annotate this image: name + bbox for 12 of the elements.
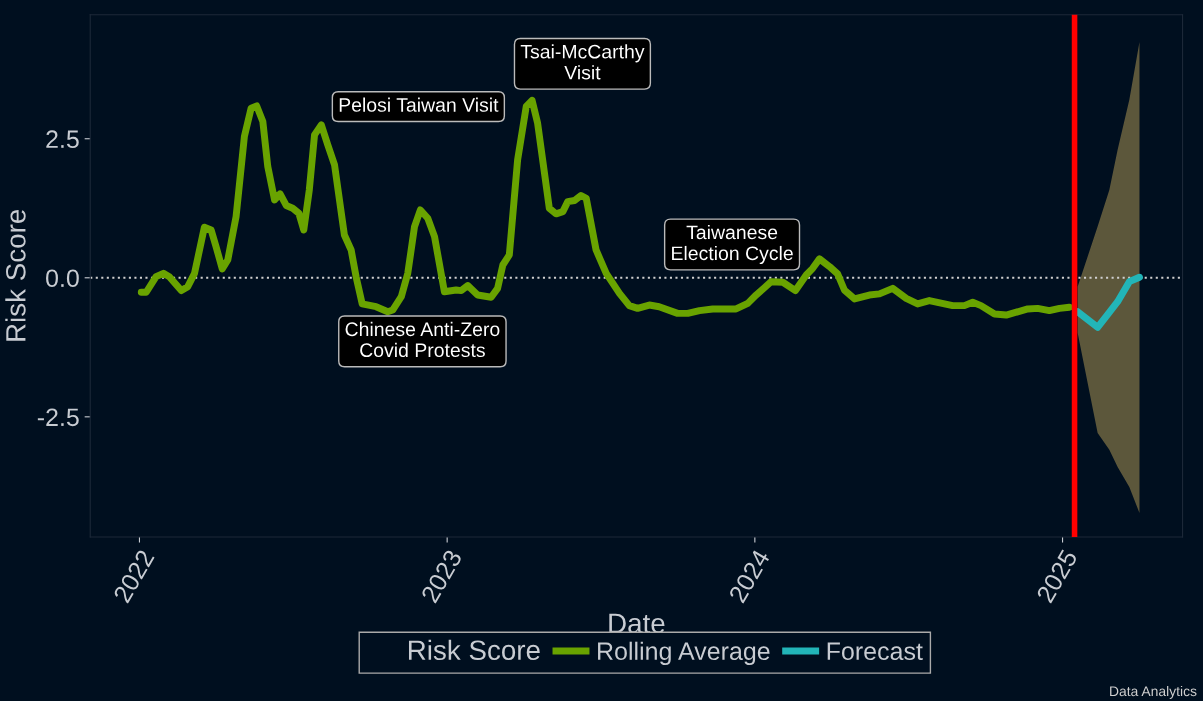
annotation: Taiwanese Election Cycle bbox=[672, 224, 793, 265]
y-tick-label: 2.5 bbox=[46, 130, 79, 149]
text: Data Analytics bbox=[1110, 685, 1197, 699]
y-axis-title: Risk Score bbox=[5, 209, 26, 341]
y-tick-label: -2.5 bbox=[37, 408, 79, 427]
legend-label: Rolling Average bbox=[598, 641, 770, 665]
legend-label: Forecast bbox=[827, 642, 923, 661]
legend-title: Risk Score bbox=[408, 639, 540, 661]
annotation: Tsai-McCarthy Visit bbox=[520, 44, 645, 80]
annotation: Chinese Anti-Zero Covid Protests bbox=[345, 321, 500, 358]
annotation: Pelosi Taiwan Visit bbox=[339, 97, 499, 112]
y-tick-label: 0.0 bbox=[46, 269, 79, 288]
